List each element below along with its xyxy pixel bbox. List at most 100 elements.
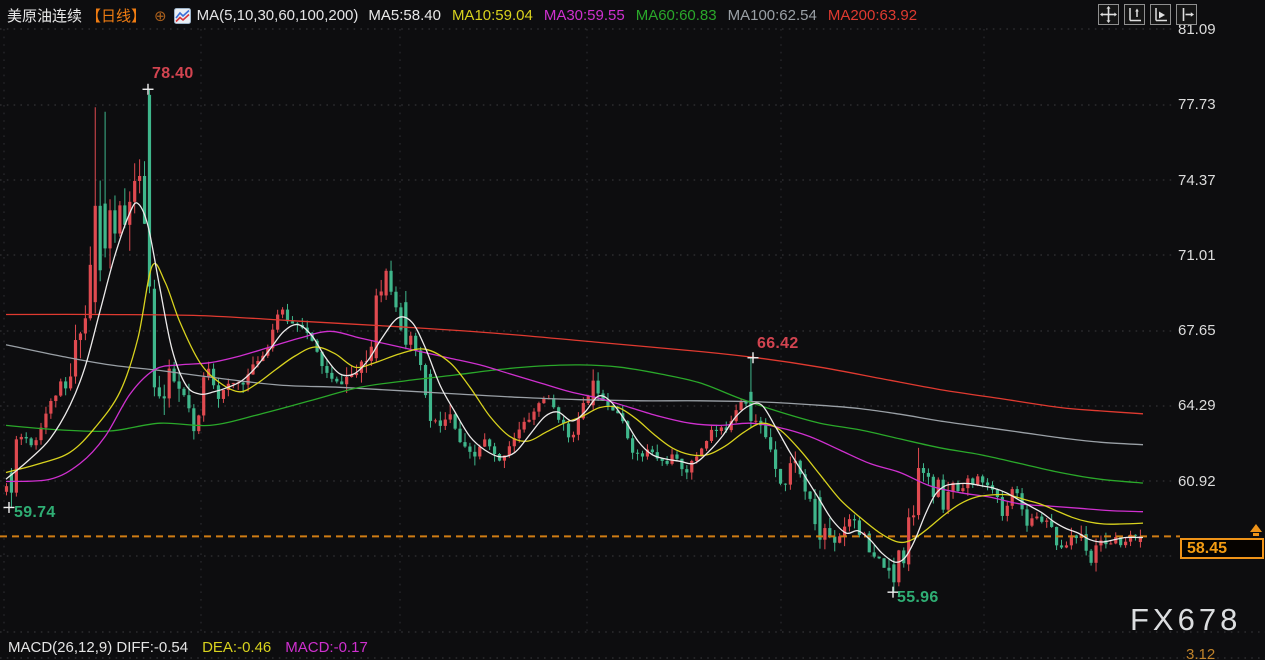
candle-body — [941, 479, 945, 510]
add-indicator-icon[interactable]: ⊕ — [154, 7, 167, 25]
candle-body — [192, 408, 196, 432]
candle-body — [626, 421, 630, 439]
candle-body — [803, 474, 807, 492]
candle-body — [951, 482, 955, 492]
candle-body — [177, 381, 181, 389]
chart-header: 美原油连续 【日线】 ⊕ MA(5,10,30,60,100,200) MA5:… — [7, 5, 928, 26]
candle-body — [956, 482, 960, 492]
candle-body — [142, 175, 147, 224]
candle-body — [152, 288, 156, 388]
ma-indicator-title[interactable]: MA(5,10,30,60,100,200) — [196, 7, 359, 24]
candle-body — [379, 291, 383, 296]
macd-indicator-bar: MACD(26,12,9) DIFF:-0.54 DEA:-0.46 MACD:… — [8, 639, 368, 656]
candle-body — [764, 425, 768, 438]
candle-body — [172, 368, 176, 382]
candle-body — [843, 526, 847, 537]
candle-body — [197, 415, 201, 432]
ma-value-1: MA10:59.04 — [451, 7, 533, 24]
candle-body — [561, 419, 566, 424]
candle-body — [912, 515, 916, 518]
candle-body — [1010, 489, 1014, 506]
ma-value-4: MA100:62.54 — [727, 7, 817, 24]
candle-body — [709, 429, 714, 441]
candle-body — [522, 421, 526, 430]
candle-body — [167, 368, 171, 399]
axis-scale-left-icon[interactable] — [1124, 4, 1145, 25]
candle-body — [675, 454, 679, 459]
candle-body — [808, 491, 812, 499]
candle-body — [921, 468, 926, 473]
candle-body — [754, 420, 758, 422]
candle-body — [330, 372, 334, 379]
candle-body — [488, 439, 492, 447]
candle-body — [19, 436, 23, 440]
candle-body — [542, 398, 546, 404]
candle-body — [606, 400, 610, 406]
candle-body — [655, 452, 659, 459]
candle-body — [374, 295, 378, 359]
candle-body — [1005, 505, 1009, 516]
candle-body — [231, 382, 235, 384]
candle-body — [847, 519, 852, 527]
candle-body — [769, 437, 773, 450]
candle-body — [892, 564, 896, 583]
candle-body — [4, 486, 9, 492]
candle-body — [1000, 497, 1004, 516]
pan-right-icon[interactable] — [1176, 4, 1197, 25]
candle-body — [1074, 535, 1078, 539]
candle-body — [591, 380, 595, 406]
candle-body — [458, 428, 462, 443]
candle-body — [946, 491, 950, 510]
candle-body — [133, 180, 137, 202]
ma-value-0: MA5:58.40 — [368, 7, 441, 24]
candle-body — [1050, 520, 1054, 527]
candle-body — [468, 446, 472, 452]
candle-body — [645, 449, 649, 457]
low-label: 55.96 — [897, 589, 939, 606]
candle-body — [724, 427, 728, 431]
macd-dea-value: DEA:-0.46 — [202, 639, 272, 656]
candle-body — [428, 373, 433, 421]
candle-body — [29, 438, 33, 446]
candle-body — [118, 205, 122, 234]
candle-body — [1025, 509, 1029, 526]
mini-chart-icon[interactable] — [173, 7, 191, 24]
candle-body — [700, 448, 704, 457]
candle-body — [73, 340, 78, 377]
candle-body — [1109, 543, 1113, 545]
symbol-name: 美原油连续 — [7, 8, 83, 25]
candle-body — [78, 333, 83, 341]
candle-body — [88, 264, 92, 319]
macd-macd-value: MACD:-0.17 — [285, 639, 368, 656]
candle-body — [971, 478, 975, 485]
pan-crosshair-icon[interactable] — [1098, 4, 1119, 25]
candle-body — [616, 410, 620, 414]
candle-body — [981, 476, 985, 483]
ma-line-ma60 — [5, 364, 1144, 484]
candle-body — [256, 360, 260, 365]
candle-body — [739, 401, 743, 411]
candle-body — [1114, 537, 1118, 544]
candle-body — [704, 440, 709, 449]
candle-body — [325, 366, 329, 373]
candle-body — [512, 438, 516, 447]
candle-body — [394, 291, 398, 308]
candle-body — [1045, 520, 1049, 522]
macd-scale-label: 3.12 — [1186, 646, 1216, 660]
candle-body — [611, 405, 615, 411]
y-axis-label: 81.09 — [1178, 21, 1216, 38]
candle-body — [719, 427, 723, 431]
candle-body — [1084, 534, 1088, 551]
candle-body — [492, 446, 497, 454]
candle-body — [103, 203, 107, 249]
candle-body — [320, 351, 324, 367]
candle-body — [571, 434, 576, 438]
candle-body — [345, 376, 349, 385]
axis-scale-right-icon[interactable] — [1150, 4, 1171, 25]
ma-value-5: MA200:63.92 — [827, 7, 918, 24]
candle-body — [690, 460, 694, 473]
candle-body — [404, 302, 408, 345]
candle-body — [39, 427, 43, 441]
macd-title-diff[interactable]: MACD(26,12,9) DIFF:-0.54 — [8, 639, 189, 656]
